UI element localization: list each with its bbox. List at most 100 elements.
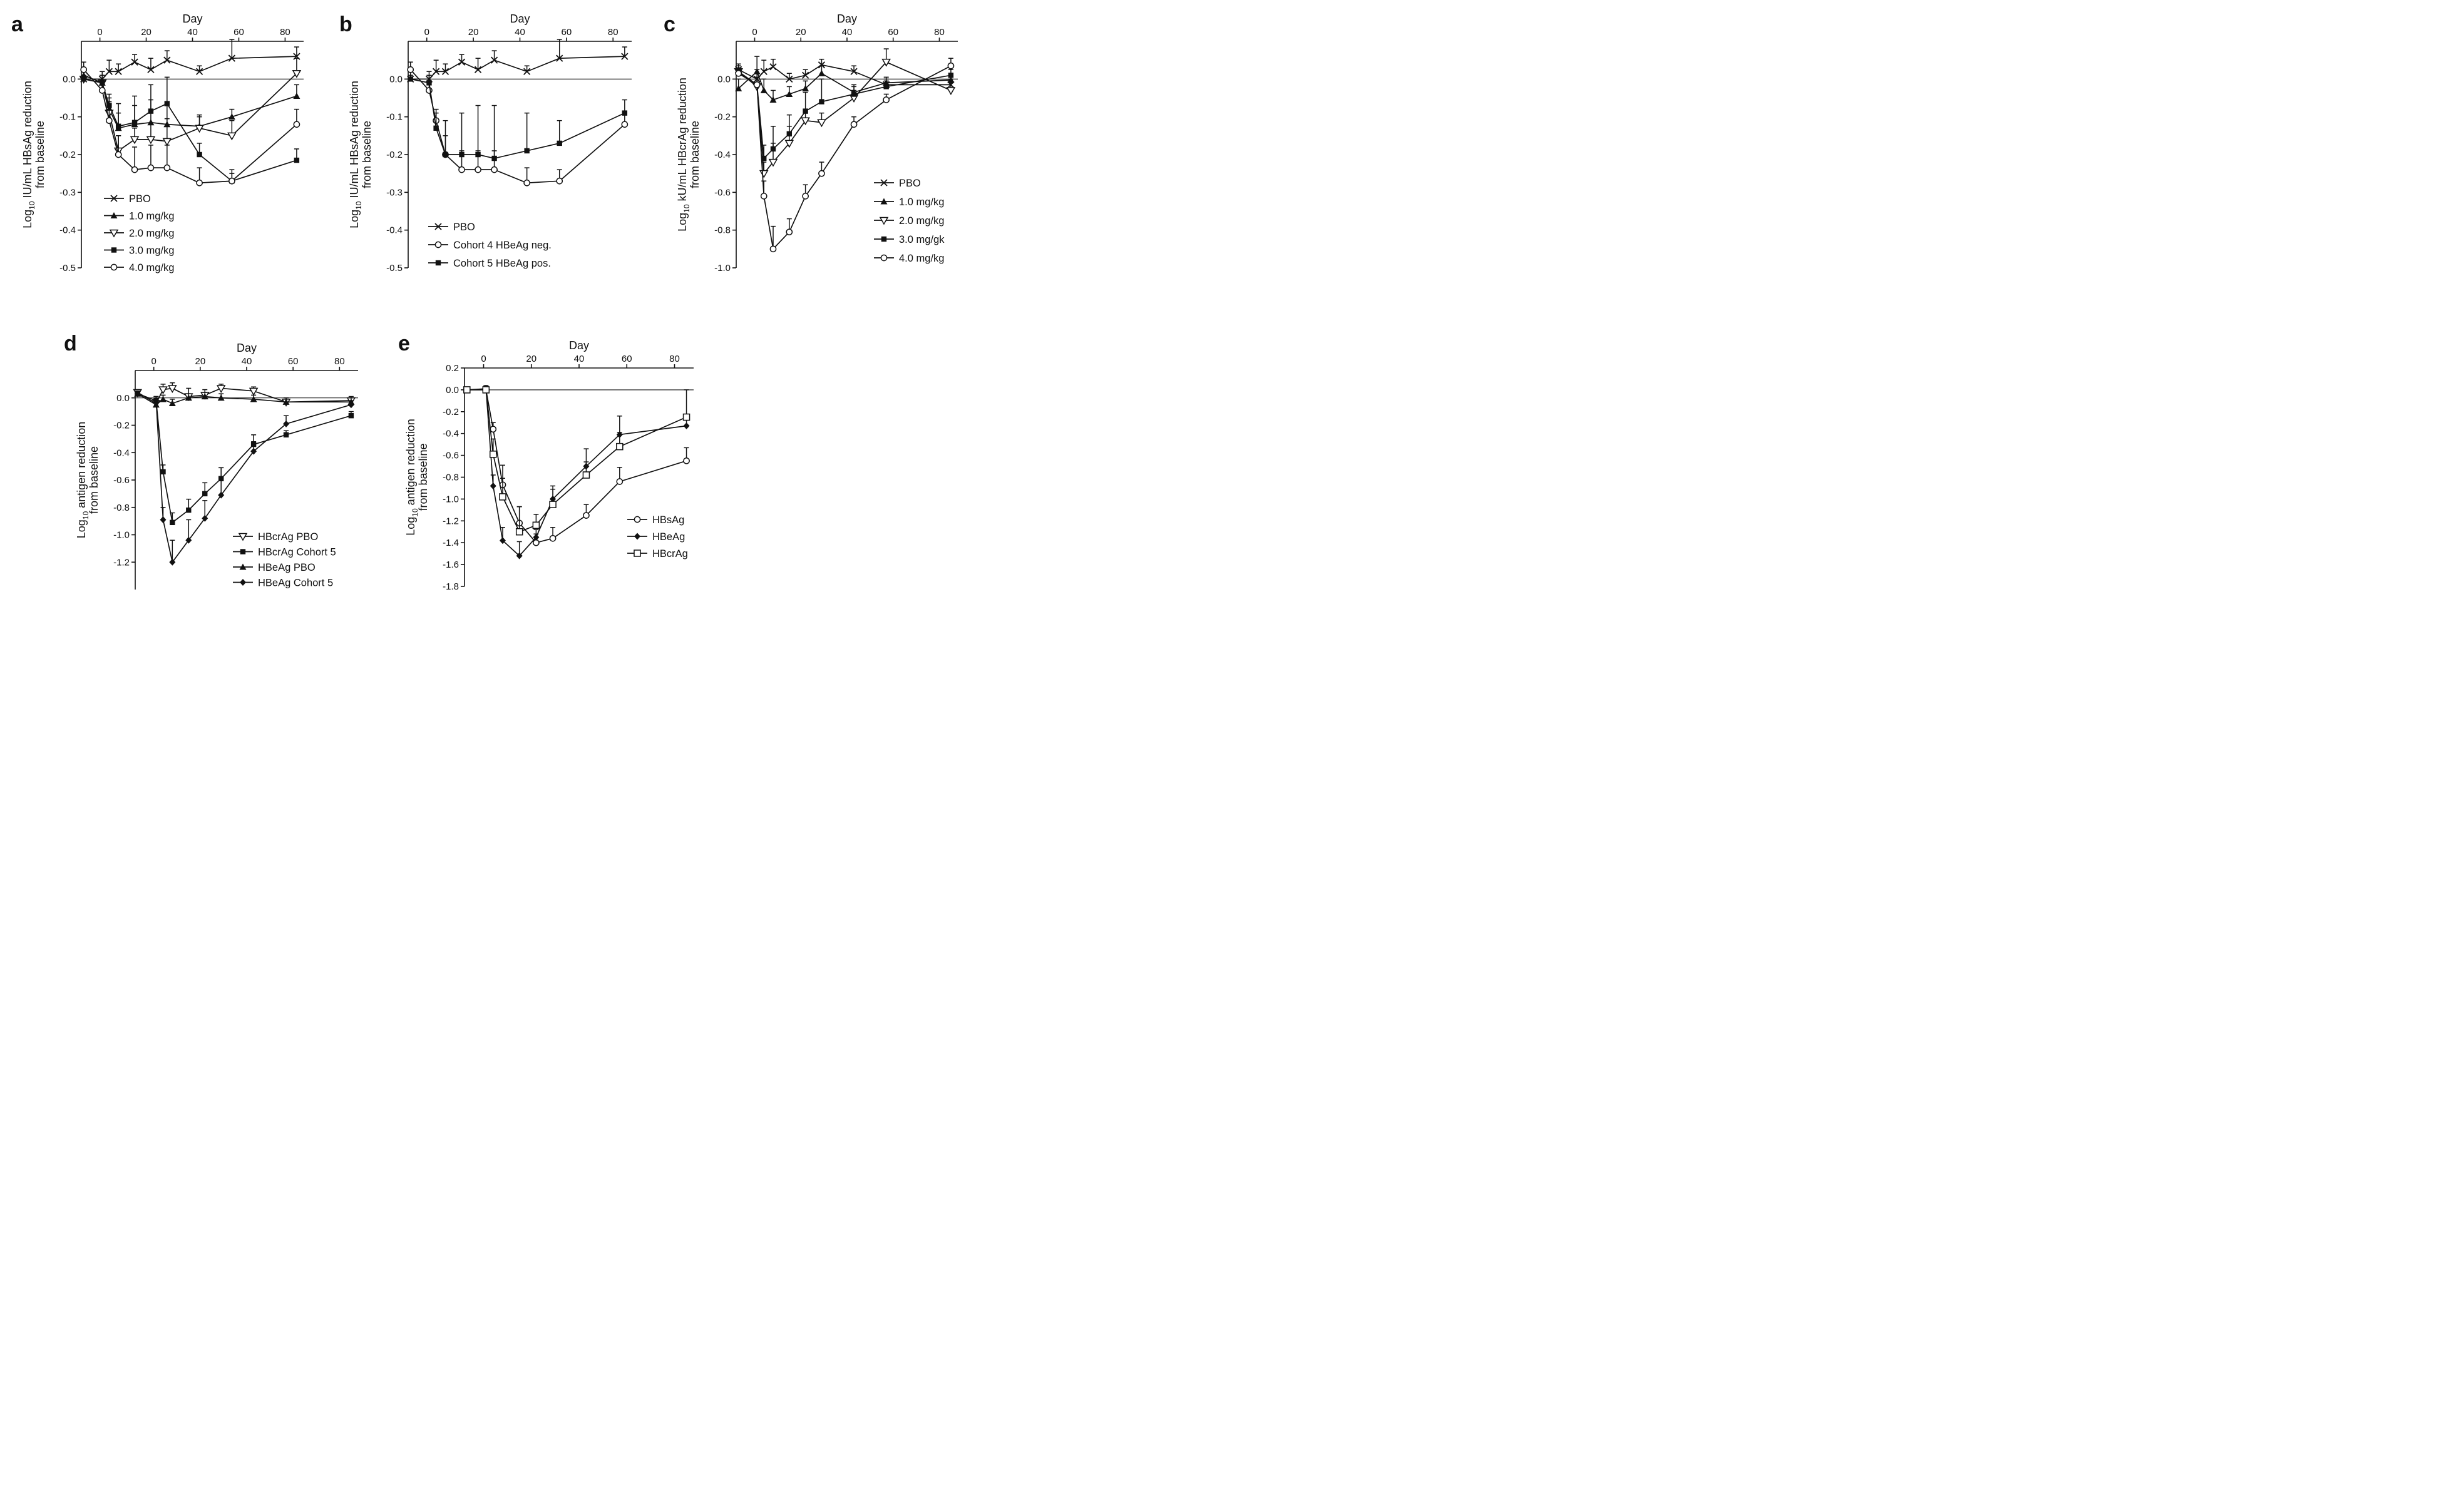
series-line [137, 393, 352, 524]
data-point [490, 451, 497, 458]
series-cohort-4-hbeag-neg- [407, 61, 629, 186]
y-tick-label: -0.4 [386, 225, 403, 236]
legend-item: 4.0 mg/kg [874, 253, 944, 264]
series-hbcrag-cohort-5 [135, 391, 354, 526]
series-hbcrag-pbo [133, 382, 356, 409]
data-point [458, 58, 466, 66]
y-axis-title-rest: IU/mL HBsAg reduction [348, 81, 361, 201]
data-point [474, 66, 482, 73]
y-axis-title-log: Log [21, 210, 34, 228]
y-tick-label: -0.4 [443, 429, 459, 439]
panel-letter: e [398, 332, 410, 355]
data-point [753, 81, 761, 88]
y-axis-title-log: Log [404, 517, 417, 536]
legend-label: HBeAg [652, 531, 685, 543]
panel-letter: b [339, 13, 352, 36]
panel-a: a 0 20 40 60 80Day0.0-0.1-0.2-0.3-0.4-0.5Log1… [11, 13, 304, 273]
y-tick-label: -1.2 [443, 516, 459, 526]
series-line [738, 70, 951, 101]
data-point [819, 99, 824, 105]
legend-marker [238, 533, 248, 541]
data-point [164, 101, 170, 106]
series-4-0-mg-kg [80, 61, 300, 186]
data-point [408, 76, 413, 82]
y-tick-label: -0.6 [113, 475, 130, 486]
legend-item: Cohort 4 HBeAg neg. [428, 240, 552, 251]
data-point [115, 123, 121, 129]
series-cohort-5-hbeag-pos- [408, 74, 628, 161]
data-point [475, 151, 481, 158]
series-3-0-mg-gk [736, 65, 954, 161]
data-point [81, 76, 86, 82]
data-point [946, 87, 956, 95]
x-tick-label: 80 [934, 27, 945, 38]
y-tick-label: -0.2 [714, 112, 731, 123]
y-tick-label: -0.5 [59, 263, 76, 273]
data-point [153, 397, 160, 404]
x-tick-label: 0 [97, 27, 102, 38]
y-tick-label: -0.3 [386, 187, 403, 198]
data-point [883, 96, 890, 103]
data-point [490, 56, 498, 64]
y-tick-label: 0.0 [389, 74, 403, 84]
y-axis-title-log: Log [75, 519, 88, 538]
data-point [760, 193, 767, 200]
y-tick-label: -0.1 [59, 112, 76, 123]
x-tick-label: 20 [796, 27, 806, 38]
data-point [463, 386, 471, 394]
data-point [803, 108, 808, 114]
data-point [769, 63, 777, 71]
data-point [168, 400, 176, 406]
y-tick-label: 0.0 [717, 74, 731, 84]
x-tick-label: 60 [622, 354, 632, 364]
data-point [475, 166, 481, 173]
y-axis-title-subscript: 10 [81, 511, 90, 520]
x-tick-label: 80 [334, 356, 345, 367]
data-point [282, 398, 290, 405]
data-point [583, 512, 590, 519]
data-point [115, 151, 122, 158]
data-point [616, 478, 624, 485]
data-point [759, 170, 769, 178]
series-line [466, 389, 687, 533]
data-point [735, 84, 742, 91]
data-point [158, 386, 168, 395]
legend-marker [435, 260, 441, 266]
data-point [818, 61, 826, 69]
x-tick-label: 0 [481, 354, 486, 364]
series-4-0-mg-kg [735, 58, 955, 253]
data-point [228, 54, 236, 62]
data-point [557, 140, 562, 146]
data-point [293, 121, 300, 128]
figure: a 0 20 40 60 80Day0.0-0.1-0.2-0.3-0.4-0.5Log1… [11, 13, 958, 592]
legend-marker [240, 549, 246, 554]
data-point [134, 390, 141, 397]
legend-label: 2.0 mg/kg [129, 228, 174, 239]
y-axis-title: Log10 antigen reduction [75, 422, 90, 539]
data-point [160, 516, 167, 523]
legend-label: PBO [129, 193, 151, 205]
data-point [515, 528, 523, 536]
x-tick-label: 80 [280, 27, 290, 38]
x-tick-label: 60 [288, 356, 299, 367]
series-line [410, 78, 625, 159]
data-point [146, 136, 156, 145]
data-point [106, 117, 113, 125]
y-tick-label: -0.5 [386, 263, 403, 273]
data-point [115, 68, 122, 75]
x-tick-label: 20 [141, 27, 151, 38]
series-line [738, 64, 951, 86]
y-tick-label: -0.6 [714, 187, 731, 198]
data-point [500, 537, 506, 544]
data-point [160, 396, 167, 402]
y-axis-title-rest: antigen reduction [75, 422, 88, 511]
x-axis-title: Day [510, 13, 530, 25]
data-point [770, 146, 776, 152]
legend-label: Cohort 5 HBeAg pos. [453, 258, 551, 269]
series-line [137, 393, 351, 406]
legend-item: PBO [104, 193, 151, 205]
series-pbo [735, 58, 955, 89]
legend-marker [880, 179, 888, 186]
series-3-0-mg-kg [81, 74, 300, 184]
legend-item: PBO [874, 178, 921, 189]
